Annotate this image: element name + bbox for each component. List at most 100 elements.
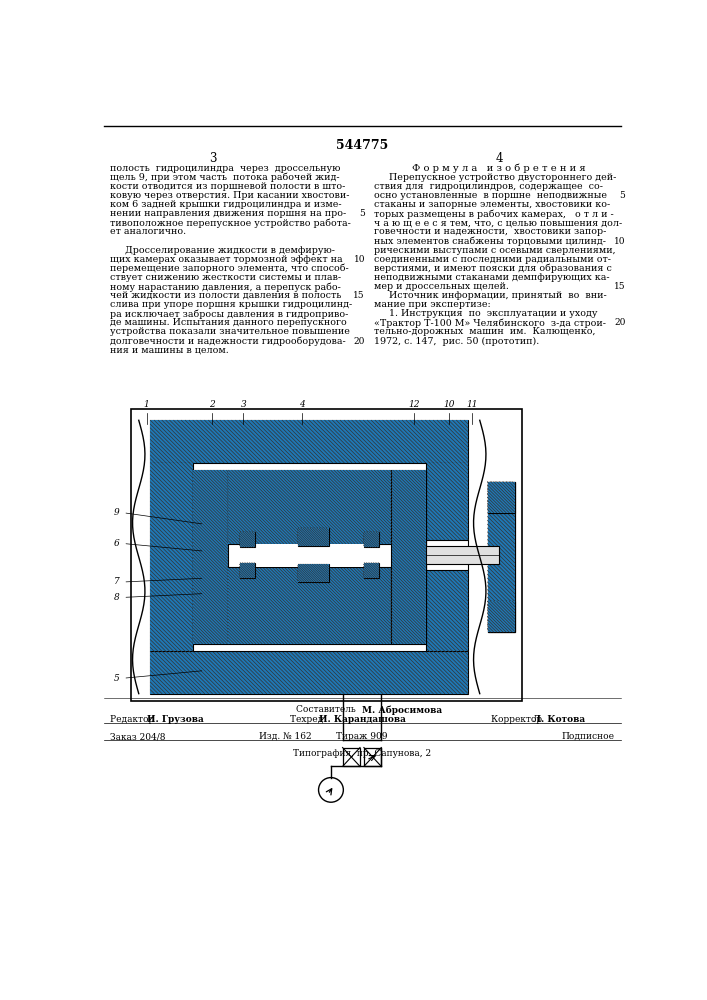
Text: ния и машины в целом.: ния и машины в целом. — [110, 346, 229, 355]
Text: Подписное: Подписное — [561, 732, 614, 741]
Text: тельно-дорожных  машин  им.  Калющенко,: тельно-дорожных машин им. Калющенко, — [373, 327, 595, 336]
Bar — [298, 528, 329, 546]
Text: 12: 12 — [408, 400, 420, 409]
Bar — [193, 463, 426, 651]
Bar — [151, 463, 193, 651]
Bar — [343, 748, 360, 766]
Text: «Трактор Т-100 М» Челябинского  з-да строи-: «Трактор Т-100 М» Челябинского з-да стро… — [373, 318, 606, 328]
Text: 544775: 544775 — [336, 139, 388, 152]
Text: ных элементов снабжены торцовыми цилинд-: ных элементов снабжены торцовыми цилинд- — [373, 237, 606, 246]
Bar — [151, 651, 468, 694]
Bar — [151, 651, 468, 694]
Text: 5: 5 — [359, 209, 365, 218]
Bar — [363, 563, 379, 578]
Text: щих камерах оказывает тормозной эффект на: щих камерах оказывает тормозной эффект н… — [110, 255, 343, 264]
Text: Корректор: Корректор — [491, 715, 548, 724]
Bar — [240, 532, 255, 547]
Text: слива при упоре поршня крышки гидроцилинд-: слива при упоре поршня крышки гидроцилин… — [110, 300, 352, 309]
Text: Типография, пр. Сапунова, 2: Типография, пр. Сапунова, 2 — [293, 749, 431, 758]
Text: неподвижными стаканами демпфирующих ка-: неподвижными стаканами демпфирующих ка- — [373, 273, 609, 282]
Bar — [488, 482, 515, 632]
Text: 11: 11 — [466, 400, 478, 409]
Bar — [488, 482, 515, 632]
Bar — [228, 470, 391, 544]
Text: 15: 15 — [354, 291, 365, 300]
Text: 1972, с. 147,  рис. 50 (прототип).: 1972, с. 147, рис. 50 (прототип). — [373, 337, 539, 346]
Text: 4: 4 — [496, 152, 503, 165]
Text: 20: 20 — [614, 318, 626, 327]
Bar — [426, 546, 499, 564]
Text: устройства показали значительное повышение: устройства показали значительное повышен… — [110, 327, 350, 336]
Text: щель 9, при этом часть  потока рабочей жид-: щель 9, при этом часть потока рабочей жи… — [110, 173, 339, 182]
Text: Источник информации, принятый  во  вни-: Источник информации, принятый во вни- — [373, 291, 607, 300]
Text: 1: 1 — [144, 400, 149, 409]
Bar — [426, 570, 468, 651]
Bar — [426, 463, 468, 540]
Bar — [298, 528, 329, 546]
Text: 3: 3 — [209, 152, 216, 165]
Text: ч а ю щ е е с я тем, что, с целью повышения дол-: ч а ю щ е е с я тем, что, с целью повыше… — [373, 218, 622, 227]
Text: ствия для  гидроцилиндров, содержащее  со-: ствия для гидроцилиндров, содержащее со- — [373, 182, 602, 191]
Text: ра исключает забросы давления в гидроприво-: ра исключает забросы давления в гидропри… — [110, 309, 349, 319]
Bar — [488, 482, 515, 632]
Bar — [363, 532, 379, 547]
Text: осно установленные  в поршне  неподвижные: осно установленные в поршне неподвижные — [373, 191, 607, 200]
Text: кости отводится из поршневой полости в што-: кости отводится из поршневой полости в ш… — [110, 182, 346, 191]
Text: мание при экспертизе:: мание при экспертизе: — [373, 300, 491, 309]
Bar — [426, 540, 468, 570]
Text: ком 6 задней крышки гидроцилиндра и изме-: ком 6 задней крышки гидроцилиндра и изме… — [110, 200, 341, 209]
Text: М. Абросимова: М. Абросимова — [362, 705, 442, 715]
Bar — [228, 567, 391, 644]
Text: Перепускное устройство двустороннего дей-: Перепускное устройство двустороннего дей… — [373, 173, 616, 182]
Text: 7: 7 — [114, 578, 119, 586]
Text: ствует снижению жесткости системы и плав-: ствует снижению жесткости системы и плав… — [110, 273, 341, 282]
Bar — [363, 532, 379, 547]
Bar — [240, 563, 255, 578]
Text: стаканы и запорные элементы, хвостовики ко-: стаканы и запорные элементы, хвостовики … — [373, 200, 610, 209]
Text: 8: 8 — [114, 593, 119, 602]
Text: 10: 10 — [443, 400, 455, 409]
Bar — [151, 420, 468, 463]
Text: ному нарастанию давления, а перепуск рабо-: ному нарастанию давления, а перепуск раб… — [110, 282, 341, 292]
Bar — [240, 563, 255, 578]
Bar — [488, 482, 515, 513]
Bar — [363, 563, 379, 578]
Text: 3: 3 — [240, 400, 246, 409]
Bar — [228, 470, 391, 544]
Bar — [488, 601, 515, 632]
Text: рическими выступами с осевыми сверлениями,: рическими выступами с осевыми сверлениям… — [373, 246, 615, 255]
Bar — [228, 567, 391, 644]
Text: 5: 5 — [114, 674, 119, 683]
Text: перемещение запорного элемента, что способ-: перемещение запорного элемента, что спос… — [110, 264, 349, 273]
Bar — [193, 470, 228, 644]
Bar — [131, 409, 522, 701]
Text: тивоположное перепускное устройство работа-: тивоположное перепускное устройство рабо… — [110, 218, 351, 228]
Text: Дросселирование жидкости в демфирую-: Дросселирование жидкости в демфирую- — [110, 246, 335, 255]
Text: ет аналогично.: ет аналогично. — [110, 227, 186, 236]
Bar — [364, 748, 381, 766]
Text: 10: 10 — [614, 237, 626, 246]
Text: 2: 2 — [209, 400, 215, 409]
Text: 10: 10 — [354, 255, 365, 264]
Text: Заказ 204/8: Заказ 204/8 — [110, 732, 165, 741]
Text: мер и дроссельных щелей.: мер и дроссельных щелей. — [373, 282, 508, 291]
Bar — [151, 420, 468, 463]
Bar — [255, 544, 298, 567]
Text: Редактор: Редактор — [110, 715, 160, 724]
Bar — [228, 544, 391, 567]
Bar — [391, 470, 426, 644]
Text: долговечности и надежности гидрооборудова-: долговечности и надежности гидрооборудов… — [110, 337, 346, 346]
Text: чей жидкости из полости давления в полость: чей жидкости из полости давления в полос… — [110, 291, 341, 300]
Text: Л. Котова: Л. Котова — [533, 715, 585, 724]
Text: 9: 9 — [114, 508, 119, 517]
Text: Изд. № 162: Изд. № 162 — [259, 732, 312, 741]
Text: 20: 20 — [354, 337, 365, 346]
Text: верстиями, и имеют пояски для образования с: верстиями, и имеют пояски для образовани… — [373, 264, 612, 273]
Text: 1. Инструкция  по  эксплуатации и уходу: 1. Инструкция по эксплуатации и уходу — [373, 309, 597, 318]
Text: И. Грузова: И. Грузова — [147, 715, 204, 724]
Bar — [426, 463, 468, 540]
Text: 4: 4 — [298, 400, 305, 409]
Text: нении направления движения поршня на про-: нении направления движения поршня на про… — [110, 209, 346, 218]
Bar — [240, 532, 255, 547]
Text: И. Карандашова: И. Карандашова — [320, 715, 407, 724]
